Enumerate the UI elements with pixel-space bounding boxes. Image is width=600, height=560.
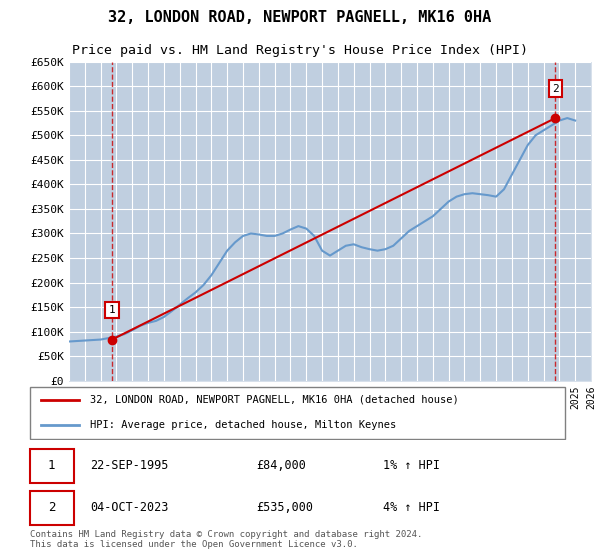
Text: £535,000: £535,000 [256, 501, 313, 514]
Text: £84,000: £84,000 [256, 459, 306, 472]
FancyBboxPatch shape [29, 449, 74, 483]
Text: 1% ↑ HPI: 1% ↑ HPI [383, 459, 440, 472]
Text: Contains HM Land Registry data © Crown copyright and database right 2024.
This d: Contains HM Land Registry data © Crown c… [29, 530, 422, 549]
Text: Price paid vs. HM Land Registry's House Price Index (HPI): Price paid vs. HM Land Registry's House … [72, 44, 528, 57]
Text: 2: 2 [48, 501, 55, 514]
Text: 1: 1 [48, 459, 55, 472]
FancyBboxPatch shape [29, 491, 74, 525]
Text: 4% ↑ HPI: 4% ↑ HPI [383, 501, 440, 514]
Text: 22-SEP-1995: 22-SEP-1995 [90, 459, 169, 472]
Text: 2: 2 [552, 83, 559, 94]
Text: 04-OCT-2023: 04-OCT-2023 [90, 501, 169, 514]
Text: 32, LONDON ROAD, NEWPORT PAGNELL, MK16 0HA: 32, LONDON ROAD, NEWPORT PAGNELL, MK16 0… [109, 10, 491, 25]
FancyBboxPatch shape [29, 388, 565, 438]
Text: 1: 1 [109, 305, 115, 315]
Text: HPI: Average price, detached house, Milton Keynes: HPI: Average price, detached house, Milt… [90, 419, 397, 430]
Text: 32, LONDON ROAD, NEWPORT PAGNELL, MK16 0HA (detached house): 32, LONDON ROAD, NEWPORT PAGNELL, MK16 0… [90, 395, 459, 405]
